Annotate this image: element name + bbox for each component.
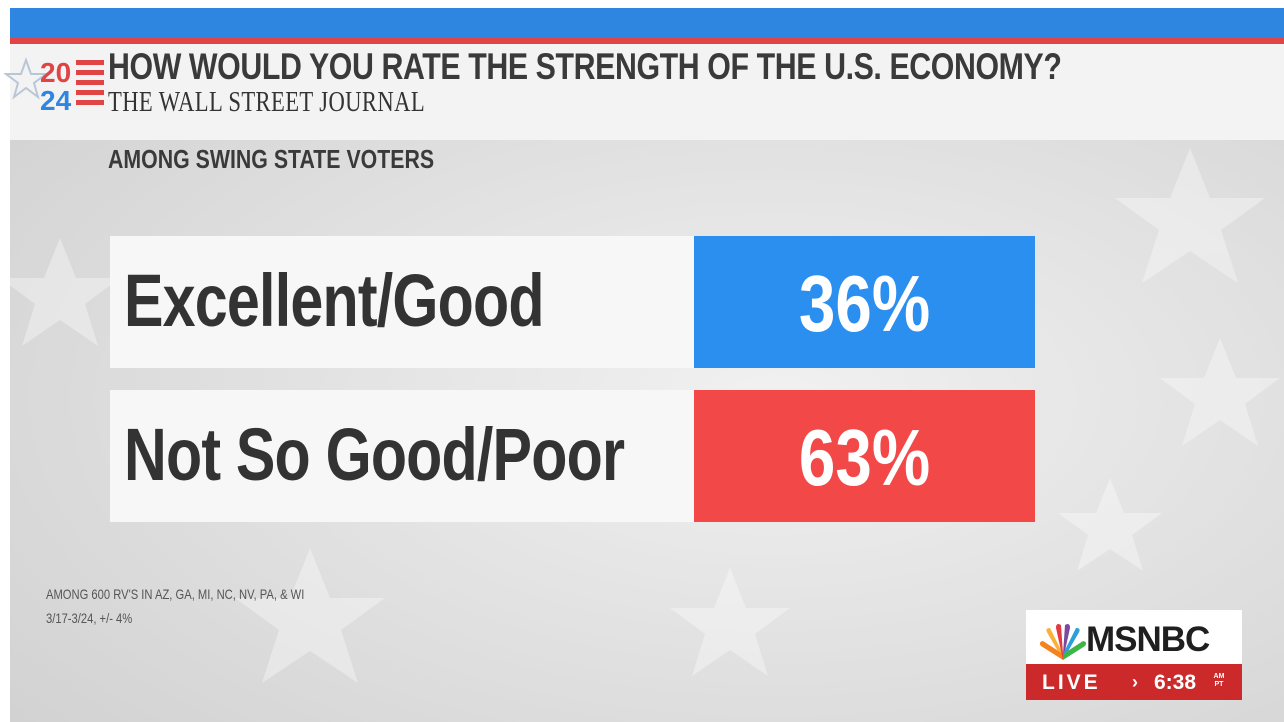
- timezone-label: PT: [1214, 681, 1224, 688]
- footnote-dates: 3/17-3/24, +/- 4%: [46, 610, 133, 626]
- result-label: Excellent/Good: [124, 259, 545, 342]
- top-red-stripe: [10, 38, 1284, 44]
- result-value: 36%: [798, 259, 931, 348]
- election-2024-logo: 20 24: [4, 57, 104, 116]
- header-band: [10, 44, 1284, 140]
- result-value-box: 63%: [694, 390, 1035, 522]
- logo-year-bottom: 24: [40, 85, 72, 116]
- footnote-sample: AMONG 600 RV'S IN AZ, GA, MI, NC, NV, PA…: [46, 586, 305, 602]
- result-label: Not So Good/Poor: [124, 413, 625, 496]
- result-row-excellent-good: Excellent/Good 36%: [110, 236, 1035, 368]
- graphic-title: HOW WOULD YOU RATE THE STRENGTH OF THE U…: [108, 46, 1062, 87]
- result-row-not-so-good-poor: Not So Good/Poor 63%: [110, 390, 1035, 522]
- chevron-right-icon: ›: [1132, 672, 1138, 692]
- graphic-subtitle: AMONG SWING STATE VOTERS: [108, 144, 435, 174]
- result-value-box: 36%: [694, 236, 1035, 368]
- live-bug: LIVE › 6:38 AM PT: [1026, 664, 1242, 700]
- peacock-icon: [1039, 624, 1087, 660]
- msnbc-wordmark: MSNBC: [1086, 620, 1210, 659]
- result-label-box: Not So Good/Poor: [110, 390, 694, 522]
- live-ampm: AM PT: [1212, 673, 1226, 689]
- source-label: THE WALL STREET JOURNAL: [108, 86, 426, 118]
- logo-year-top: 20: [40, 57, 71, 88]
- result-value: 63%: [798, 413, 931, 502]
- live-label: LIVE: [1042, 671, 1101, 694]
- left-margin: [0, 0, 10, 722]
- star-background: [10, 148, 1280, 683]
- am-label: AM: [1213, 673, 1225, 680]
- result-label-box: Excellent/Good: [110, 236, 694, 368]
- live-time: 6:38: [1154, 671, 1197, 694]
- top-blue-bar: [10, 8, 1284, 38]
